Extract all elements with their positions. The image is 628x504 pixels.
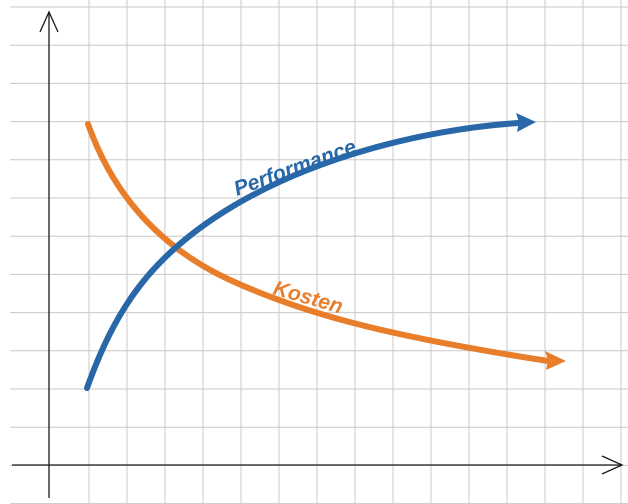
y-axis-arrow — [39, 10, 59, 33]
grid — [10, 0, 628, 504]
performance-curve — [84, 120, 521, 391]
performance-label: Performance — [231, 135, 360, 201]
kosten-curve — [85, 121, 551, 364]
kosten-arrowhead — [545, 351, 566, 370]
x-axis-arrow — [601, 455, 624, 475]
performance-arrowhead — [516, 113, 536, 132]
